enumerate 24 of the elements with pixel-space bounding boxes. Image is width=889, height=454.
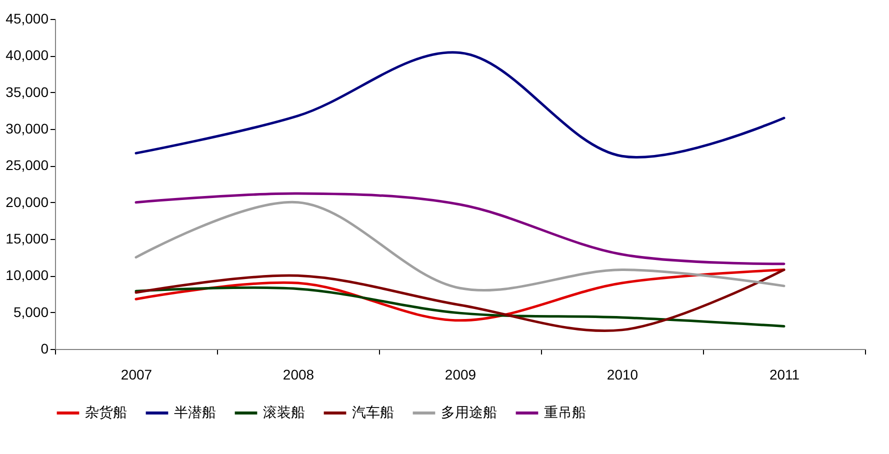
line-series — [134, 268, 786, 332]
x-tick-label: 2011 — [769, 366, 800, 382]
y-tick-label: 35,000 — [6, 84, 49, 100]
y-tick-label: 25,000 — [6, 157, 49, 174]
y-tick-label: 20,000 — [6, 194, 49, 210]
y-tick-label: 15,000 — [6, 230, 49, 246]
legend-label: 滚装船 — [263, 404, 305, 420]
legend-label: 半潜船 — [174, 404, 216, 420]
legend-label: 杂货船 — [85, 404, 127, 420]
legend-label: 多用途船 — [441, 404, 497, 420]
y-tick-label: 45,000 — [6, 10, 49, 26]
legend-label: 重吊船 — [544, 404, 586, 420]
y-tick-label: 0 — [40, 340, 49, 356]
y-tick-label: 40,000 — [6, 47, 49, 64]
legend-label: 汽车船 — [352, 404, 394, 420]
x-tick-label: 2010 — [606, 366, 638, 382]
line-series — [134, 192, 786, 266]
x-tick-label: 2009 — [444, 366, 476, 382]
y-tick-label: 5,000 — [13, 304, 49, 320]
x-tick-label: 2007 — [120, 366, 152, 382]
x-tick-label: 2008 — [282, 366, 314, 382]
line-series — [134, 51, 786, 158]
y-tick-label: 30,000 — [6, 120, 49, 136]
y-tick-label: 10,000 — [6, 267, 49, 284]
